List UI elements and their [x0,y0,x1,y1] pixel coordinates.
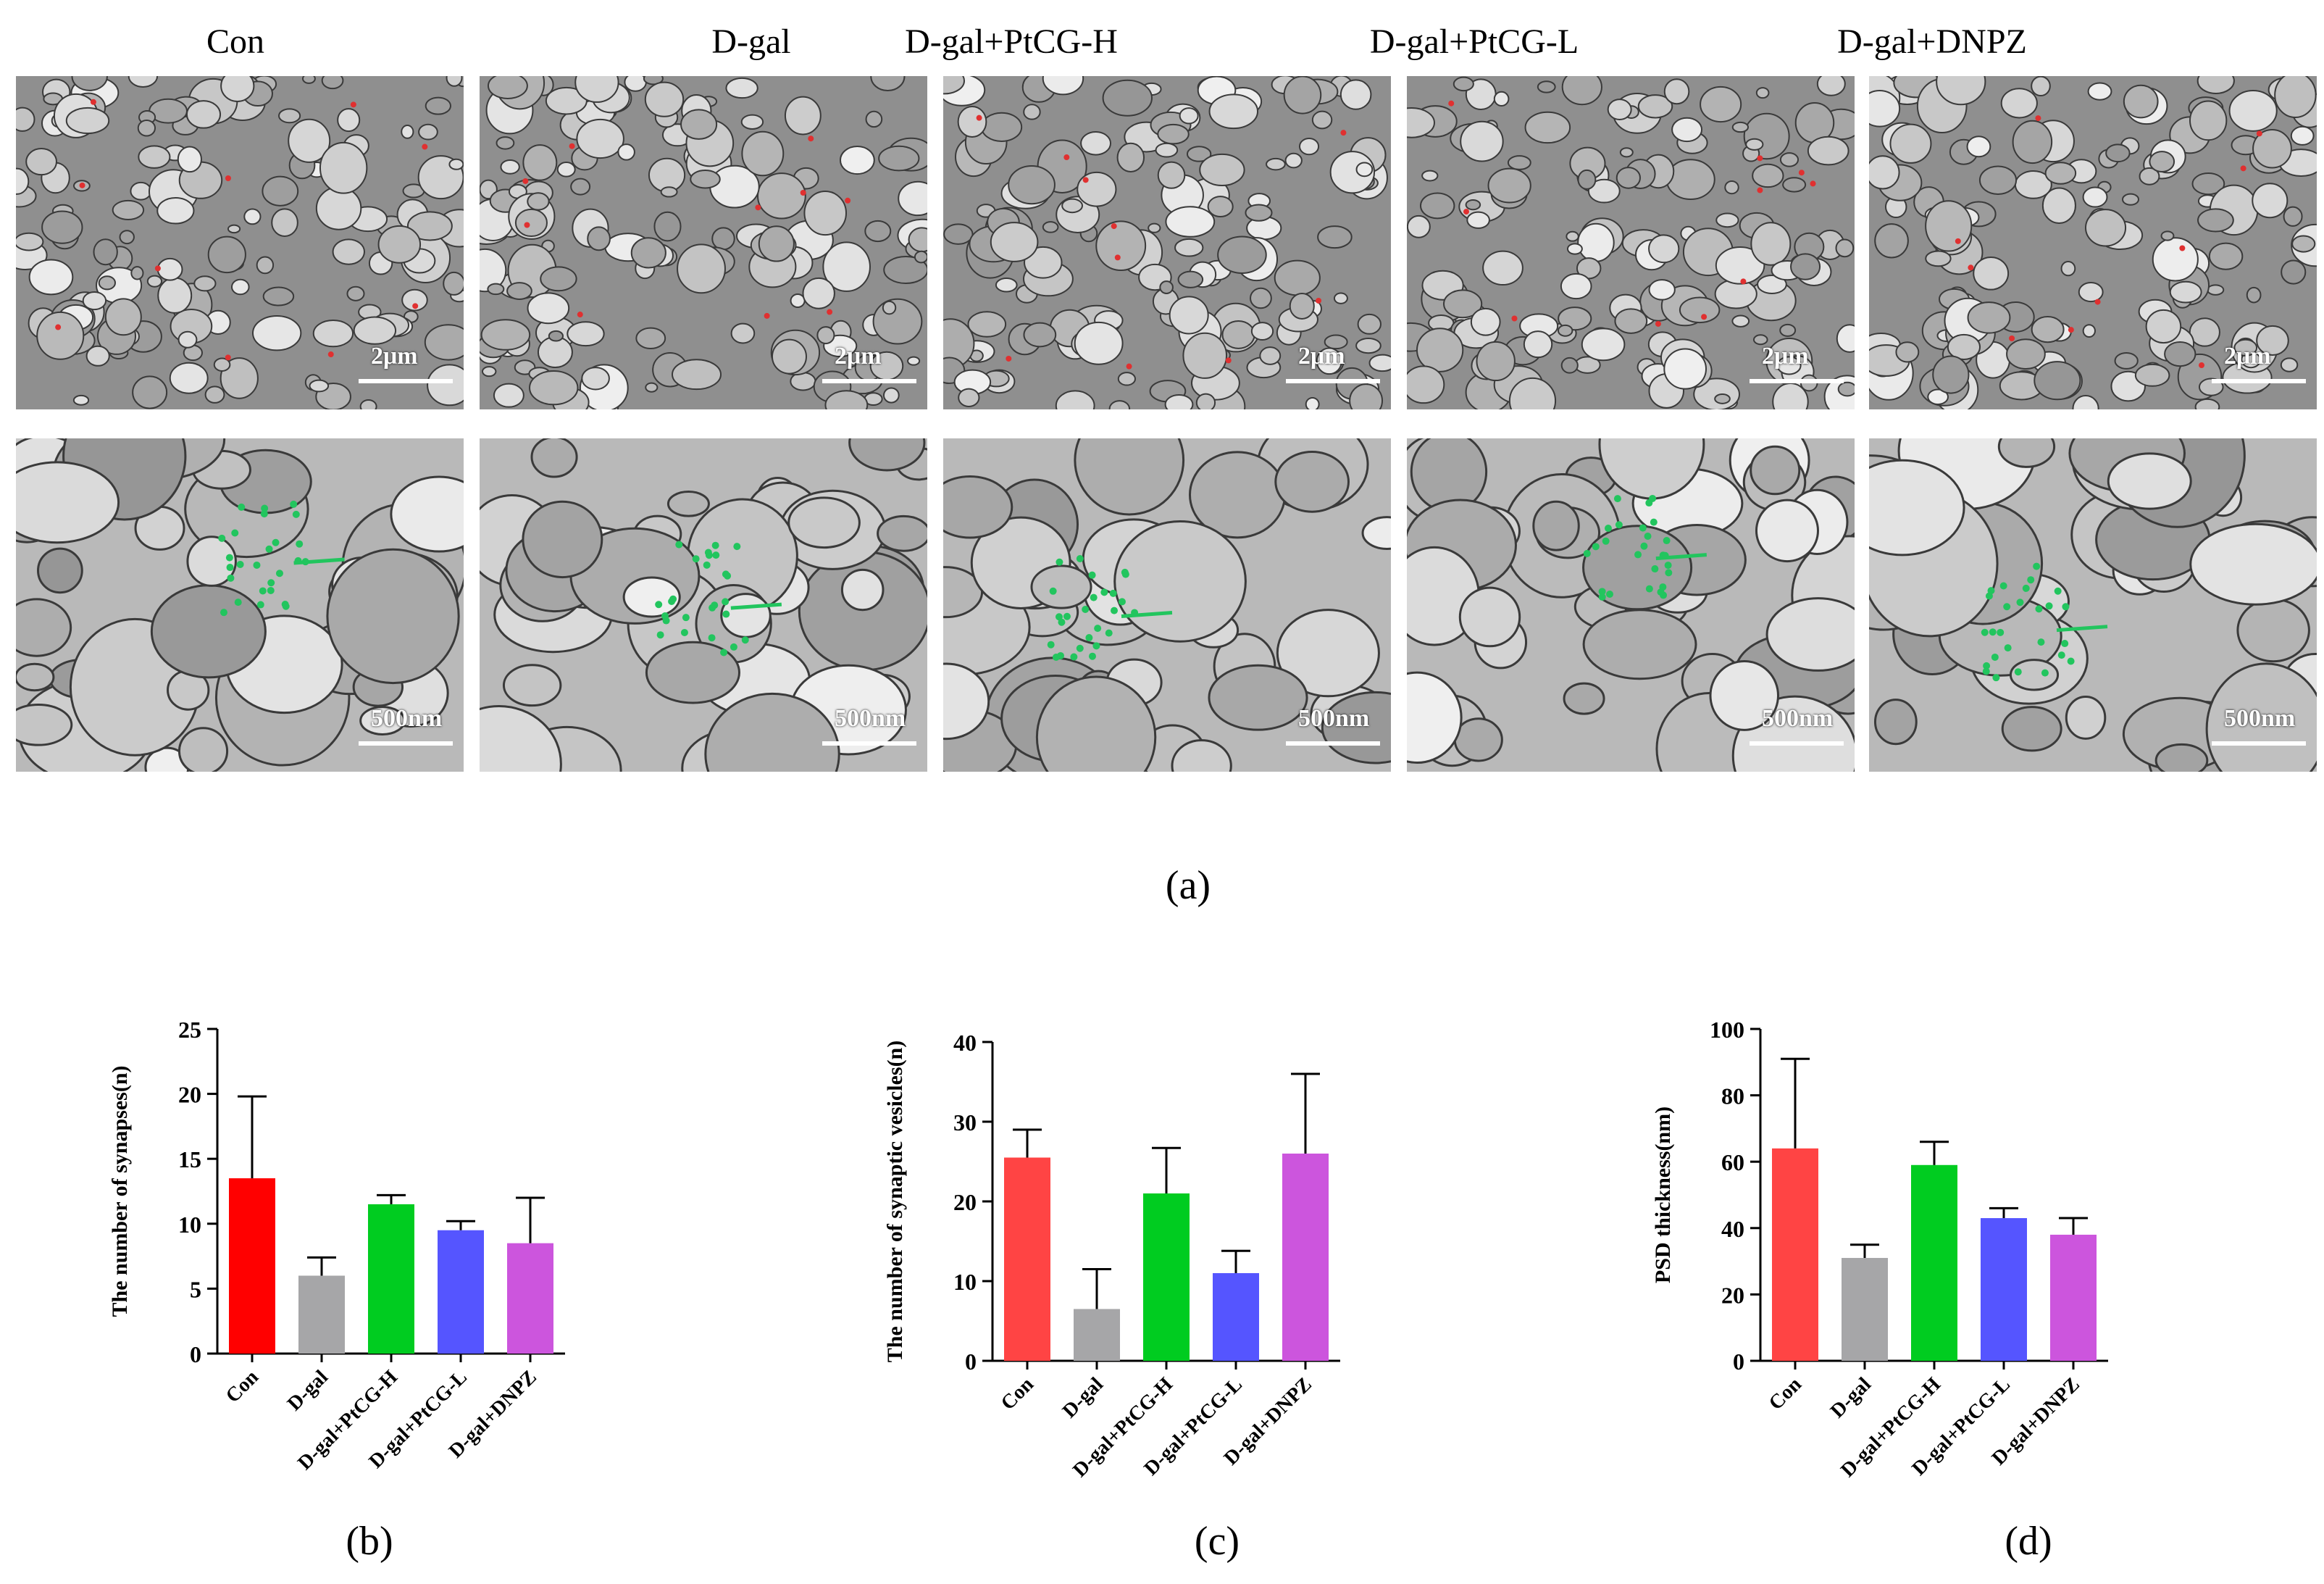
bar-d-gal-ptcg-l [438,1230,484,1354]
y-axis-label: PSD thickness(nm) [1651,1106,1675,1283]
bar-d-gal-ptcg-h [1143,1193,1190,1361]
bar-con [229,1178,275,1354]
scale-bar-label: 500nm [835,705,906,732]
scale-bar [2212,741,2306,746]
column-title-ptcg-l: D-gal+PtCG-L [1369,22,1579,61]
scale-bar [359,741,453,746]
panel-label-a: (a) [1165,863,1211,908]
panel-label-d: (d) [2005,1519,2052,1564]
x-tick-label: D-gal [1058,1373,1108,1422]
y-tick-label: 0 [190,1341,201,1367]
scale-bar-label: 2μm [1298,343,1345,370]
micrograph-detail-2: 500nm [480,438,927,772]
scale-bar-label: 500nm [1762,705,1834,732]
y-axis-label: The number of synaptic vesicles(n) [883,1041,907,1362]
x-tick-label: Con [997,1373,1038,1414]
y-tick-label: 20 [1721,1282,1744,1308]
scale-bar-label: 2μm [371,343,418,370]
micrograph-overview-4: 2μm [1407,76,1855,409]
scale-bar [822,741,916,746]
x-tick-label: D-gal [1826,1373,1876,1422]
scale-bar-label: 2μm [835,343,882,370]
y-tick-label: 20 [953,1189,977,1215]
micrograph-detail-1: 500nm [16,438,464,772]
micrograph-detail-3: 500nm [943,438,1391,772]
bar-d-gal-dnpz [507,1243,553,1354]
y-tick-label: 10 [178,1212,201,1238]
scale-bar-label: 500nm [2224,705,2296,732]
bar-d-gal [298,1275,345,1354]
y-tick-label: 15 [178,1146,201,1172]
chart-synapses: 0 5 10 15 20 25 The number of synapses(n) Con D-… [0,1000,761,1522]
y-tick-label: 40 [953,1030,977,1056]
scale-bar-label: 500nm [371,705,443,732]
column-title-ptcg-h: D-gal+PtCG-H [905,22,1118,61]
bar-d-gal-ptcg-l [1981,1218,2027,1361]
y-tick-label: 60 [1721,1149,1744,1175]
scale-bar [1750,379,1844,383]
scale-bar [1286,741,1380,746]
micrograph-overview-1: 2μm [16,76,464,409]
y-axis-label: The number of synapses(n) [108,1065,132,1317]
y-tick-label: 25 [178,1017,201,1043]
bar-d-gal [1842,1258,1888,1361]
bar-d-gal-ptcg-l [1213,1273,1259,1361]
x-tick-label: Con [1765,1373,1806,1414]
scale-bar-label: 2μm [2224,343,2271,370]
y-tick-label: 100 [1710,1017,1744,1043]
y-tick-label: 0 [965,1349,977,1375]
column-title-dnpz: D-gal+DNPZ [1837,22,2027,61]
scale-bar-label: 500nm [1298,705,1370,732]
y-tick-label: 5 [190,1276,201,1302]
x-tick-label: Con [222,1366,263,1407]
micrograph-detail-4: 500nm [1407,438,1855,772]
bar-d-gal-ptcg-h [1911,1164,1957,1361]
x-tick-label: D-gal [283,1366,333,1415]
bar-d-gal-dnpz [1282,1154,1329,1361]
bar-d-gal-ptcg-h [368,1204,414,1354]
panel-label-b: (b) [346,1519,393,1564]
bar-d-gal-dnpz [2050,1234,2097,1361]
scale-bar [2212,379,2306,383]
y-tick-label: 10 [953,1269,977,1295]
y-tick-label: 0 [1733,1349,1744,1375]
scale-bar [822,379,916,383]
chart-synaptic-vesicles: 0 10 20 30 40 The number of synaptic vesicles… [775,1000,1536,1522]
scale-bar [359,379,453,383]
chart-psd-thickness: 0 20 40 60 80 100 PSD thickness(nm) Con D-gal D-g… [1543,1000,2304,1522]
y-tick-label: 40 [1721,1216,1744,1242]
micrograph-overview-2: 2μm [480,76,927,409]
scale-bar [1750,741,1844,746]
micrograph-detail-5: 500nm [1869,438,2317,772]
bar-con [1772,1148,1818,1361]
bar-d-gal [1074,1309,1120,1361]
bar-con [1004,1157,1050,1361]
y-tick-label: 80 [1721,1083,1744,1109]
column-title-dgal: D-gal [711,22,791,61]
micrograph-overview-3: 2μm [943,76,1391,409]
scale-bar [1286,379,1380,383]
scale-bar-label: 2μm [1762,343,1809,370]
panel-label-c: (c) [1194,1519,1240,1564]
y-tick-label: 20 [178,1082,201,1108]
y-tick-label: 30 [953,1109,977,1135]
column-title-con: Con [206,22,264,61]
micrograph-overview-5: 2μm [1869,76,2317,409]
